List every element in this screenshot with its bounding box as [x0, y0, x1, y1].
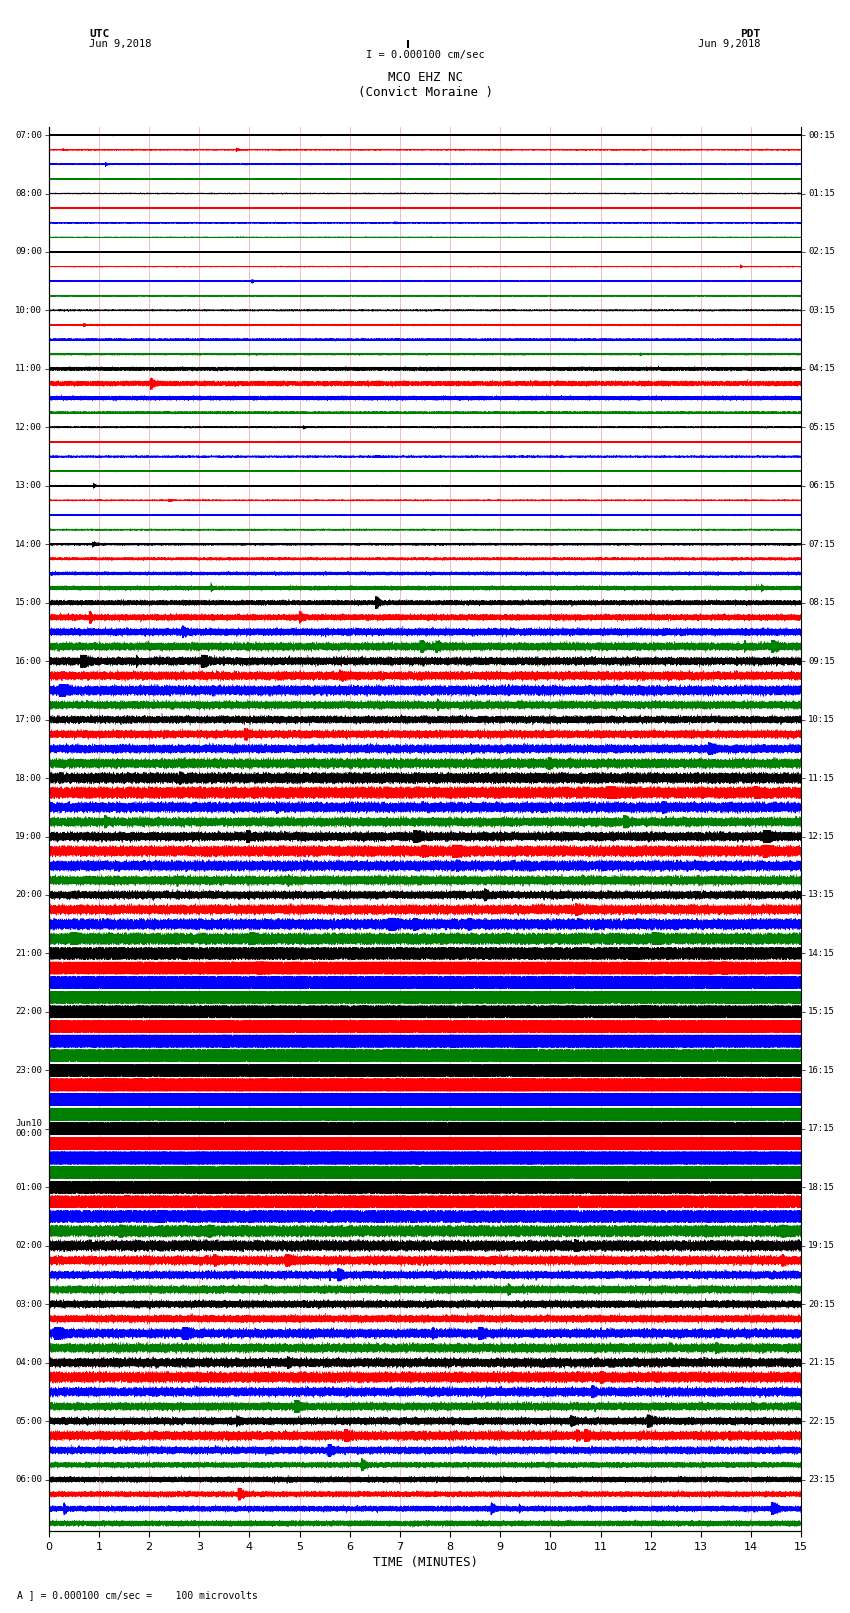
- Text: PDT: PDT: [740, 29, 761, 39]
- Text: UTC: UTC: [89, 29, 110, 39]
- Text: I = 0.000100 cm/sec: I = 0.000100 cm/sec: [366, 50, 484, 60]
- Text: Jun 9,2018: Jun 9,2018: [89, 39, 152, 48]
- X-axis label: TIME (MINUTES): TIME (MINUTES): [372, 1557, 478, 1569]
- Text: A ] = 0.000100 cm/sec =    100 microvolts: A ] = 0.000100 cm/sec = 100 microvolts: [17, 1590, 258, 1600]
- Title: MCO EHZ NC
(Convict Moraine ): MCO EHZ NC (Convict Moraine ): [358, 71, 492, 100]
- Text: Jun 9,2018: Jun 9,2018: [698, 39, 761, 48]
